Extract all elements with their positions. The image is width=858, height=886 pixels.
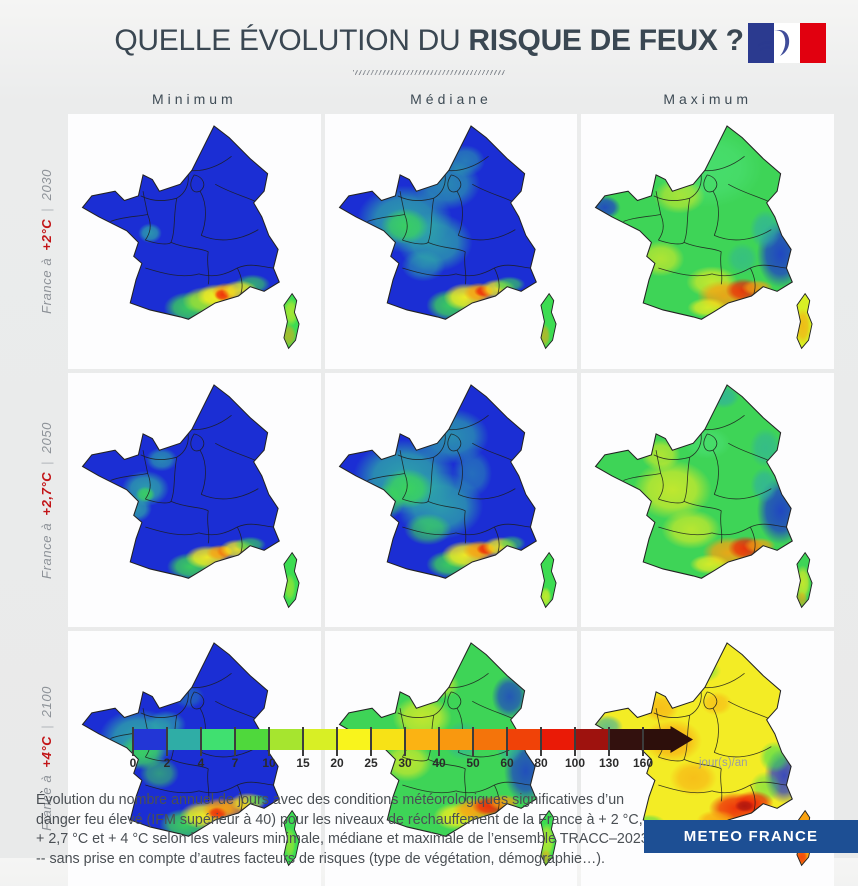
legend-segment (541, 729, 575, 750)
legend-tick-mark (166, 727, 168, 756)
france-map-2030-mediane (338, 125, 557, 350)
map-panel-2030-minimum (68, 114, 321, 369)
legend-tick-mark (302, 727, 304, 756)
legend-tick-label: 7 (231, 756, 239, 770)
column-header-minimum: Minimum (151, 91, 237, 107)
column-header-mediane: Médiane (410, 91, 492, 107)
legend-tick-label: 4 (197, 756, 205, 770)
legend-tick-mark (200, 727, 202, 756)
legend-tick-mark (574, 727, 576, 756)
map-panel-2050-minimum (68, 372, 321, 628)
legend-tick-label: 30 (398, 756, 412, 770)
legend-tick-label: 130 (598, 756, 620, 770)
legend-tick-mark (132, 727, 134, 756)
map-grid: Minimum Médiane Maximum France à +2°C | … (28, 88, 834, 886)
grid-corner (28, 88, 64, 110)
row-label-prefix: France à (38, 257, 54, 314)
french-republic-flag-icon (748, 23, 826, 63)
legend-segment (371, 729, 405, 750)
legend-segment (439, 729, 473, 750)
row-label-2050: France à +2,7°C | 2050 (28, 373, 64, 628)
legend-tick-label: 100 (564, 756, 586, 770)
page-title-bold: RISQUE DE FEUX ? (468, 24, 744, 57)
row-label-prefix: France à (38, 522, 54, 579)
map-panel-2100-mediane (324, 631, 578, 886)
legend-tick-label: 10 (262, 756, 276, 770)
legend-arrow (643, 726, 693, 753)
row-label-separator: | (38, 460, 54, 465)
legend-segment (269, 729, 303, 750)
legend-segment (405, 729, 439, 750)
row-label-separator: | (38, 207, 54, 212)
legend-tick-mark (438, 727, 440, 756)
map-panel-2030-mediane (324, 114, 578, 369)
map-panel-2100-minimum (68, 631, 321, 886)
column-header-maximum: Maximum (663, 91, 752, 107)
row-label-temperature: +2°C (38, 218, 54, 251)
legend-tick-mark (268, 727, 270, 756)
france-map-2050-maximum (595, 383, 813, 609)
legend-tick-mark (642, 727, 644, 756)
row-label-year: 2050 (38, 421, 54, 453)
legend-tick-mark (404, 727, 406, 756)
row-label-temperature: +2,7°C (38, 471, 54, 516)
map-panel-2050-mediane (324, 372, 578, 628)
hatched-divider (353, 70, 505, 75)
row-label-temperature: +4°C (38, 736, 54, 768)
legend-tick-label: 160 (632, 756, 654, 770)
row-label-separator: | (38, 724, 54, 729)
legend-tick-label: 25 (364, 756, 378, 770)
legend-segment (473, 729, 507, 750)
page-title-regular: QUELLE ÉVOLUTION DU (114, 24, 469, 57)
legend-tick-label: 40 (432, 756, 446, 770)
legend-tick-label: 2 (163, 756, 171, 770)
legend-segment (303, 729, 337, 750)
legend-tick-label: 0 (129, 756, 137, 770)
legend-segment (133, 729, 167, 750)
france-map-2100-mediane (338, 642, 557, 867)
legend-segment (609, 729, 643, 750)
page-title: QUELLE ÉVOLUTION DU RISQUE DE FEUX ? (0, 24, 858, 58)
figure-caption: Évolution du nombre annuel de jours avec… (36, 792, 649, 867)
legend-color-bar (133, 726, 693, 753)
map-panel-2050-maximum (581, 372, 834, 628)
france-map-2100-minimum (81, 642, 300, 867)
legend-segment (337, 729, 371, 750)
legend-tick-mark (234, 727, 236, 756)
legend-segment (507, 729, 541, 750)
row-label-year: 2030 (38, 168, 54, 201)
legend-segment (235, 729, 269, 750)
legend-tick-label: 80 (534, 756, 548, 770)
legend-tick-mark (336, 727, 338, 756)
color-scale-legend: 0 2 4 7 10 15 20 25 30 40 50 60 80 100 130 160 jour(s)/a… (129, 726, 753, 777)
row-label-2030: France à +2°C | 2030 (28, 114, 64, 369)
legend-tick-label: 15 (296, 756, 310, 770)
map-panel-2030-maximum (581, 114, 834, 369)
legend-unit-label: jour(s)/an (699, 757, 748, 769)
legend-tick-mark (506, 727, 508, 756)
legend-segment (167, 729, 201, 750)
france-map-2050-minimum (81, 383, 300, 609)
legend-segment (201, 729, 235, 750)
legend-tick-label: 20 (330, 756, 344, 770)
row-label-year: 2100 (38, 686, 54, 718)
legend-tick-mark (608, 727, 610, 756)
legend-tick-mark (472, 727, 474, 756)
page-header: QUELLE ÉVOLUTION DU RISQUE DE FEUX ? (0, 0, 858, 88)
meteo-france-logo: METEO FRANCE (644, 820, 858, 853)
legend-tick-label: 60 (500, 756, 514, 770)
france-map-2030-maximum (595, 125, 813, 350)
legend-tick-mark (540, 727, 542, 756)
legend-tick-label: 50 (466, 756, 480, 770)
france-map-2050-mediane (338, 383, 557, 609)
legend-segment (575, 729, 609, 750)
france-map-2030-minimum (81, 125, 300, 350)
legend-tick-mark (370, 727, 372, 756)
